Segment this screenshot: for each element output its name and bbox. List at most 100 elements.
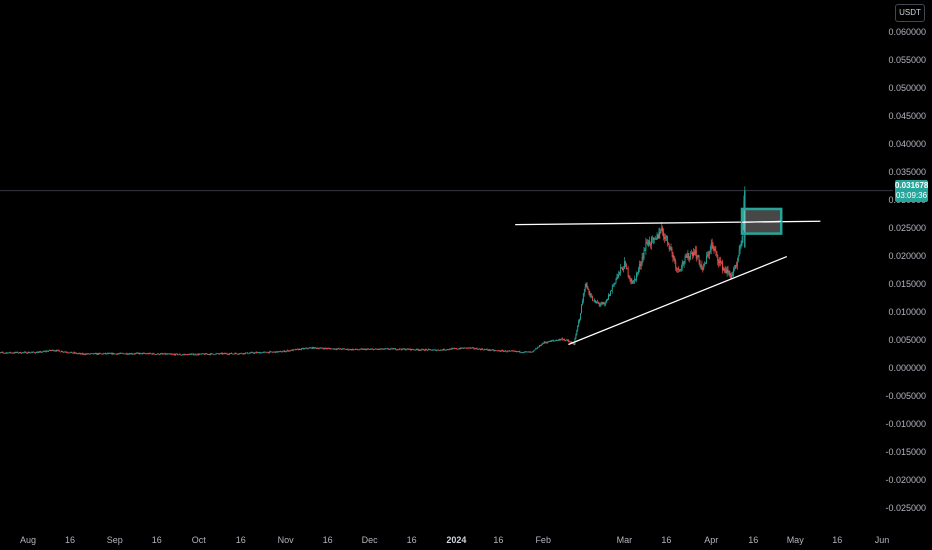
y-axis[interactable]: 0.060000 0.055000 0.050000 0.045000 0.040000…	[885, 27, 926, 513]
candle-body	[24, 351, 26, 353]
candle-body	[686, 256, 688, 258]
candle-body	[153, 353, 155, 355]
candle-body	[659, 232, 661, 234]
candle-body	[235, 353, 237, 354]
candle-body	[358, 349, 360, 351]
candle-body	[484, 349, 486, 351]
last-price-value: 0.031678	[895, 181, 929, 190]
candle-body	[132, 353, 133, 355]
candle-body	[692, 252, 693, 256]
candle-body	[146, 353, 147, 355]
candle-body	[53, 350, 55, 352]
candle-body	[202, 353, 203, 355]
candle-body	[229, 353, 231, 355]
candle-body	[723, 268, 725, 270]
candle-body	[165, 353, 167, 355]
candle-body	[151, 353, 153, 355]
candle-body	[518, 351, 520, 352]
candle-body	[304, 348, 306, 350]
candle-body	[295, 349, 297, 351]
candle-body	[514, 350, 516, 352]
x-tick-label: Dec	[362, 535, 379, 545]
currency-badge[interactable]: USDT	[895, 4, 925, 22]
last-price-tag: 0.031678 03:09:36	[895, 180, 928, 202]
candle-body	[638, 264, 640, 270]
candle-body	[189, 354, 191, 356]
drawings[interactable]	[515, 207, 821, 346]
candle-body	[486, 349, 488, 351]
candle-body	[302, 348, 304, 350]
candle-body	[32, 351, 34, 353]
candle-body	[399, 348, 401, 350]
candle-body	[525, 351, 527, 353]
candle-body	[207, 353, 209, 355]
candle-body	[213, 353, 215, 355]
candle-body	[630, 278, 632, 282]
candle-body	[63, 351, 64, 353]
candle-body	[610, 290, 612, 292]
candle-body	[184, 354, 186, 356]
candle-body	[69, 352, 71, 354]
candle-body	[261, 352, 263, 354]
candle-body	[227, 353, 229, 355]
candle-body	[403, 348, 405, 350]
candle-body	[436, 350, 438, 352]
candle-body	[221, 353, 223, 355]
candle-body	[39, 351, 41, 353]
candle-body	[173, 354, 175, 355]
candle-body	[553, 340, 554, 342]
candle-body	[625, 263, 627, 269]
candle-body	[406, 348, 408, 350]
candle-body	[736, 260, 738, 266]
candle-body	[567, 339, 568, 341]
candle-body	[733, 268, 735, 274]
candle-body	[298, 348, 300, 350]
candle-body	[372, 348, 374, 350]
candle-body	[410, 348, 412, 351]
y-tick-label: -0.005000	[885, 391, 926, 401]
candle-body	[287, 350, 288, 352]
candle-body	[65, 351, 67, 353]
candle-body	[143, 353, 145, 354]
candle-body	[461, 347, 463, 349]
support-trendline[interactable]	[568, 255, 788, 346]
candle-body	[248, 352, 250, 354]
candle-body	[566, 339, 567, 341]
candle-body	[11, 352, 13, 354]
candle-body	[637, 272, 638, 274]
x-tick-label: Oct	[192, 535, 207, 545]
candle-body	[109, 353, 111, 354]
candle-body	[182, 354, 184, 356]
candle-body	[357, 349, 358, 351]
candles	[0, 186, 746, 356]
candle-body	[168, 353, 170, 355]
candle-body	[50, 350, 52, 352]
candle-body	[408, 349, 410, 350]
candle-body	[52, 349, 54, 351]
candle-body	[587, 288, 589, 290]
candle-body	[5, 352, 7, 354]
candle-body	[703, 264, 705, 270]
candle-body	[523, 352, 525, 354]
candle-body	[388, 349, 390, 351]
candle-body	[712, 244, 714, 249]
x-axis[interactable]: Aug 16 Sep 16 Oct 16 Nov 16 Dec 16 2024 16 Feb Mar 16 A…	[20, 535, 889, 545]
candle-body	[74, 352, 76, 354]
x-tick-label: 16	[661, 535, 671, 545]
candle-body	[404, 348, 406, 350]
candle-body	[337, 348, 339, 350]
candle-body	[47, 350, 49, 352]
candle-body	[181, 354, 183, 356]
candle-body	[157, 353, 159, 355]
candle-body	[402, 348, 404, 350]
candle-body	[695, 250, 697, 259]
candle-body	[117, 353, 119, 355]
x-tick-label: Feb	[535, 535, 551, 545]
candle-body	[68, 352, 70, 354]
candle-body	[230, 353, 231, 354]
candle-body	[72, 352, 74, 354]
candle-body	[55, 350, 57, 352]
candle-body	[467, 347, 469, 349]
candle-body	[531, 351, 533, 353]
